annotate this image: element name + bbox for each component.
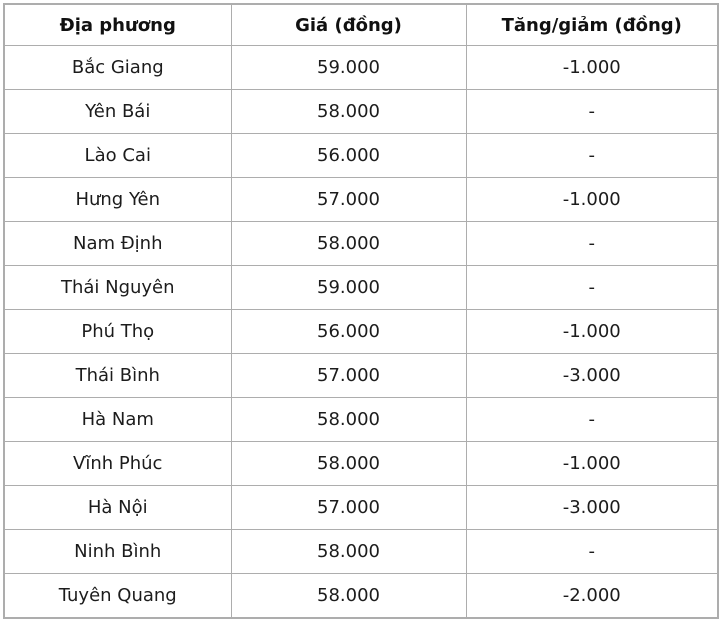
cell-change: - [465, 529, 719, 574]
cell-change: - [465, 265, 719, 310]
cell-price: 56.000 [230, 133, 467, 178]
cell-price: 58.000 [230, 221, 467, 266]
cell-price: 58.000 [230, 397, 467, 442]
cell-location: Hưng Yên [3, 177, 232, 222]
table-row: Phú Thọ 56.000 -1.000 [3, 309, 719, 354]
cell-price: 57.000 [230, 177, 467, 222]
table-row: Ninh Bình 58.000- [3, 529, 719, 574]
cell-location: Hà Nội [3, 485, 232, 530]
cell-location: Vĩnh Phúc [3, 441, 232, 486]
cell-price: 59.000 [230, 45, 467, 90]
table-body: Bắc Giang 59.000 -1.000 Yên Bái 58.000- Lào C… [3, 45, 719, 619]
cell-change: -1.000 [465, 45, 719, 90]
cell-price: 57.000 [230, 353, 467, 398]
cell-location: Lào Cai [3, 133, 232, 178]
header-cell-change: Tăng/giảm (đồng) [465, 3, 719, 46]
cell-price: 56.000 [230, 309, 467, 354]
cell-change: - [465, 397, 719, 442]
table-row: Thái Bình 57.000 -3.000 [3, 353, 719, 398]
cell-location: Phú Thọ [3, 309, 232, 354]
cell-price: 58.000 [230, 529, 467, 574]
price-table: Địa phương Giá (đồng) Tăng/giảm (đồng) Bắc… [3, 3, 719, 619]
table-row: Tuyên Quang 58.000 -2.000 [3, 573, 719, 619]
cell-change: - [465, 133, 719, 178]
cell-location: Thái Nguyên [3, 265, 232, 310]
table-row: Nam Định 58.000- [3, 221, 719, 266]
cell-price: 57.000 [230, 485, 467, 530]
table-header-row: Địa phương Giá (đồng) Tăng/giảm (đồng) [3, 3, 719, 46]
table-row: Hưng Yên 57.000 -1.000 [3, 177, 719, 222]
table-row: Lào Cai 56.000- [3, 133, 719, 178]
header-cell-price: Giá (đồng) [230, 3, 467, 46]
cell-change: -1.000 [465, 309, 719, 354]
table-row: Vĩnh Phúc 58.000 -1.000 [3, 441, 719, 486]
cell-location: Ninh Bình [3, 529, 232, 574]
cell-change: - [465, 89, 719, 134]
table-row: Yên Bái 58.000- [3, 89, 719, 134]
cell-price: 59.000 [230, 265, 467, 310]
cell-change: -3.000 [465, 353, 719, 398]
cell-price: 58.000 [230, 573, 467, 619]
cell-change: -1.000 [465, 177, 719, 222]
table-row: Hà Nội 57.000 -3.000 [3, 485, 719, 530]
cell-change: -1.000 [465, 441, 719, 486]
cell-change: -3.000 [465, 485, 719, 530]
cell-price: 58.000 [230, 441, 467, 486]
cell-location: Tuyên Quang [3, 573, 232, 619]
cell-location: Thái Bình [3, 353, 232, 398]
header-cell-location: Địa phương [3, 3, 232, 46]
table-row: Hà Nam 58.000- [3, 397, 719, 442]
cell-price: 58.000 [230, 89, 467, 134]
table-row: Bắc Giang 59.000 -1.000 [3, 45, 719, 90]
cell-change: -2.000 [465, 573, 719, 619]
cell-location: Hà Nam [3, 397, 232, 442]
cell-change: - [465, 221, 719, 266]
table-row: Thái Nguyên 59.000- [3, 265, 719, 310]
cell-location: Nam Định [3, 221, 232, 266]
cell-location: Yên Bái [3, 89, 232, 134]
cell-location: Bắc Giang [3, 45, 232, 90]
